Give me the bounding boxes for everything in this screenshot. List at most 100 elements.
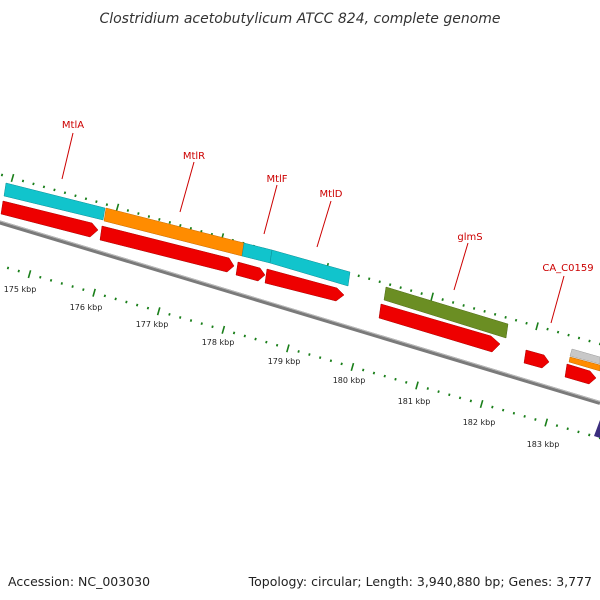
inner-row-minor-tick [49,278,53,282]
outer-row-minor-tick [105,203,109,207]
inner-row-minor-tick [523,414,526,418]
kbp-label-183: 183 kbp [527,440,560,449]
outer-row-minor-tick [84,197,88,201]
outer-row-minor-tick [357,274,360,278]
gene-label-glms: glmS [457,232,482,243]
inner-row-minor-tick [168,312,171,316]
outer-row-minor-tick [514,318,518,322]
outer-row-minor-tick [577,336,581,340]
outer-row-minor-tick [409,289,413,293]
mtld-feature[interactable] [269,249,351,287]
inner-row-minor-tick [200,322,203,326]
inner-row-minor-tick [189,319,193,322]
inner-row-minor-tick [254,337,257,341]
inner-row-minor-tick [340,362,343,366]
glms-cds-arrow[interactable] [378,303,501,353]
outer-row-minor-tick [556,330,560,334]
outer-row-major-tick [115,203,120,212]
inner-row-minor-tick [243,334,246,338]
ca-c0159-leader [550,275,565,324]
outer-row-minor-tick [368,277,371,281]
inner-row-major-tick [156,307,161,316]
cds-lane [0,200,597,385]
outer-row-minor-tick [451,301,455,304]
inner-row-major-tick [479,399,484,409]
outer-row-minor-tick [472,307,476,310]
kbp-label-177: 177 kbp [136,320,169,329]
outer-row-minor-tick [441,298,444,301]
kbp-label-179: 179 kbp [268,357,301,366]
kbp-label-182: 182 kbp [463,418,496,427]
inner-row-minor-tick [534,418,537,421]
outer-row-minor-tick [588,339,591,343]
inner-row-minor-tick [17,269,20,273]
accession-text: Accession: NC_003030 [8,574,150,589]
mtlr-cds-arrow[interactable] [99,225,235,273]
inner-row-minor-tick [501,408,505,412]
outer-row-minor-tick [63,191,67,195]
kbp-label-175: 175 kbp [4,285,37,294]
inner-row-minor-tick [60,282,63,285]
inner-row-minor-tick [588,433,591,437]
outer-row-minor-tick [42,185,46,189]
outer-row-minor-tick [137,212,140,215]
inner-row-major-tick [544,418,549,427]
partial-feature-dark[interactable] [594,420,600,438]
glms-leader [453,242,469,291]
mtld-leader [316,200,332,248]
inner-row-minor-tick [308,353,311,356]
inner-row-minor-tick [211,325,214,329]
inner-row-minor-tick [232,331,236,335]
mtla-feature[interactable] [3,182,106,221]
inner-row-minor-tick [39,275,42,279]
inner-row-minor-tick [297,350,300,353]
kbp-labels: 175 kbp 176 kbp 177 kbp 178 kbp 179 kbp … [4,285,560,449]
genome-backbone [0,220,600,405]
inner-row-minor-tick [6,266,10,270]
outer-row-major-tick [10,173,15,183]
gene-label-mtlf: MtlF [266,174,287,185]
inner-row-major-tick [92,288,96,297]
orf-cds-arrow-2[interactable] [564,363,597,385]
kbp-label-178: 178 kbp [202,338,235,347]
partial-feature-orange[interactable] [568,356,600,372]
mtlf-feature[interactable] [241,242,273,264]
inner-row-minor-tick [555,424,559,428]
inner-row-major-tick [415,381,419,390]
inner-row-minor-tick [71,285,74,288]
inner-row-minor-tick [362,368,365,372]
gene-label-mtlr: MtlR [183,151,205,162]
outer-row-minor-tick [0,173,4,177]
mtld-cds-arrow[interactable] [264,268,345,302]
mtlf-cds-arrow[interactable] [235,261,266,282]
inner-row-minor-tick [383,374,386,378]
inner-row-minor-tick [394,377,397,381]
outer-row-minor-tick [126,209,130,212]
gene-label-mtla: MtlA [62,120,84,131]
outer-row-minor-tick [504,315,507,319]
inner-row-minor-tick [265,340,268,344]
inner-row-minor-tick [103,294,107,298]
mtla-cds-arrow[interactable] [0,200,99,238]
inner-row-minor-tick [566,427,569,431]
kbp-label-176: 176 kbp [70,303,103,312]
inner-row-minor-tick [275,343,279,347]
inner-row-major-tick [221,325,226,334]
inner-row-minor-tick [426,387,429,390]
outer-row-minor-tick [53,188,56,192]
outer-row-minor-tick [493,312,497,316]
inner-row-minor-tick [82,288,85,292]
genome-backbone-highlight [0,220,600,402]
orf-cds-arrow-1[interactable] [523,349,550,369]
gene-label-mtld: MtlD [319,189,342,200]
inner-row-major-tick [350,362,355,372]
inner-row-minor-tick [491,405,494,409]
inner-row-minor-tick [135,303,139,307]
outer-row-minor-tick [483,309,486,313]
outer-row-minor-tick [21,179,25,183]
outer-row-minor-tick [567,333,570,337]
outer-row-minor-tick [462,304,465,307]
glms-feature[interactable] [383,286,509,339]
outer-row-minor-tick [95,200,98,204]
partial-feature-grey[interactable] [569,348,600,365]
